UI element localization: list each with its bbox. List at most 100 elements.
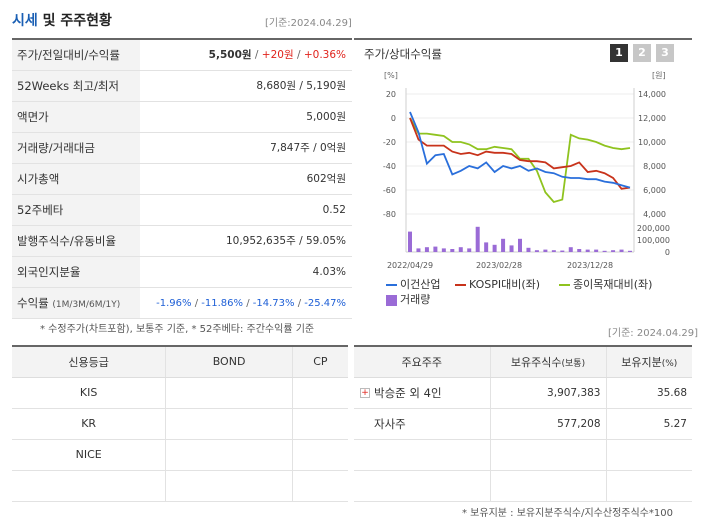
price-line	[409, 111, 631, 189]
table-row: KIS	[12, 377, 348, 409]
volume-bar	[585, 249, 590, 252]
bond-cell	[165, 470, 293, 502]
volume-bar	[560, 250, 565, 252]
holder-pct	[606, 470, 692, 502]
kospi-relative-line	[409, 117, 631, 190]
left-tick-label: -40	[383, 162, 396, 171]
industry-relative-line	[409, 117, 631, 204]
table-row	[12, 470, 348, 502]
legend-company: 이건산업	[386, 276, 440, 292]
volume-bar	[534, 250, 539, 252]
volume-bar	[458, 247, 463, 252]
left-tick-label: 20	[386, 90, 396, 99]
summary-footnote: * 수정주가(차트포함), 보통주 기준, * 52주베타: 주간수익률 기준	[40, 324, 315, 335]
volume-bar	[475, 226, 480, 252]
right-tick-label: 14,000	[638, 90, 666, 99]
volume-bar	[619, 249, 624, 252]
volume-bar	[594, 249, 599, 252]
row-value: 8,680원 / 5,190원	[256, 80, 346, 92]
row-value: 0.52	[322, 204, 346, 216]
holder-shares	[490, 439, 607, 471]
bond-cell	[165, 377, 293, 409]
col-header: 보유주식수(보통)	[490, 345, 607, 378]
holder-name[interactable]: + 박승준 외 4인	[354, 377, 491, 409]
col-header: 신용등급	[12, 345, 167, 378]
summary-table: 주가/전일대비/수익률 5,500원 / +20원 / +0.36% 52Wee…	[12, 38, 352, 319]
row-label: 시가총액	[12, 164, 140, 194]
chart-tab-2[interactable]: 2	[633, 44, 651, 62]
legend-volume: 거래량	[386, 291, 430, 307]
title-accent: 시세	[12, 13, 38, 29]
agency-cell: KR	[12, 408, 167, 440]
agency-cell: NICE	[12, 439, 167, 471]
row-label: 52주베타	[12, 195, 140, 225]
row-value: 10,952,635주 / 59.05%	[225, 235, 346, 247]
bond-cell	[165, 408, 293, 440]
credit-table: 신용등급 BOND CP KIS KR NICE	[12, 345, 348, 502]
row-label: 액면가	[12, 102, 140, 132]
volume-bar	[492, 244, 497, 252]
row-label: 발행주식수/유동비율	[12, 226, 140, 256]
chart-tab-1[interactable]: 1	[610, 44, 628, 62]
change-value: +20원	[261, 49, 294, 61]
table-row: 발행주식수/유동비율 10,952,635주 / 59.05%	[12, 226, 352, 257]
holder-pct	[606, 439, 692, 471]
right-tick-label: 8,000	[643, 162, 666, 171]
base-date: [기준:2024.04.29]	[265, 18, 352, 29]
table-row: 52Weeks 최고/최저 8,680원 / 5,190원	[12, 71, 352, 102]
expand-icon[interactable]: +	[360, 388, 370, 398]
row-value: 7,847주 / 0억원	[270, 142, 346, 154]
table-row	[354, 439, 692, 471]
x-tick-label: 2023/02/28	[476, 261, 522, 270]
volume-bar	[441, 248, 446, 252]
volume-bar	[467, 248, 472, 252]
volume-bar	[526, 247, 531, 252]
volume-tick-label: 0	[665, 248, 670, 257]
volume-bar	[518, 238, 522, 252]
row-label-sub: (1M/3M/6M/1Y)	[52, 300, 121, 310]
left-tick-label: -60	[383, 186, 396, 195]
volume-bar	[484, 242, 489, 252]
volume-bar	[551, 250, 556, 252]
table-row	[354, 470, 692, 502]
holders-footnote: * 보유지분 : 보유지분주식수/지수산정주식수*100	[462, 508, 673, 519]
row-label: 52Weeks 최고/최저	[12, 71, 140, 101]
chart-title: 주가/상대수익률	[364, 47, 442, 61]
cp-cell	[292, 377, 348, 409]
title-rest: 및 주주현황	[42, 13, 112, 29]
left-unit: [%]	[384, 71, 398, 80]
holder-pct: 5.27	[606, 408, 692, 440]
volume-bar	[450, 249, 455, 252]
right-unit: [원]	[652, 71, 666, 80]
legend-line-icon	[559, 284, 570, 286]
table-row: 자사주 577,208 5.27	[354, 408, 692, 440]
table-row: 52주베타 0.52	[12, 195, 352, 226]
volume-bar	[602, 250, 607, 252]
volume-bar	[408, 231, 412, 252]
volume-bar	[501, 238, 506, 252]
volume-bar	[433, 246, 438, 252]
legend-line-icon	[386, 284, 397, 286]
chart-panel	[354, 38, 692, 314]
table-row: 주가/전일대비/수익률 5,500원 / +20원 / +0.36%	[12, 40, 352, 71]
x-tick-label: 2022/04/29	[387, 261, 433, 270]
change-rate: +0.36%	[303, 49, 346, 61]
holder-name: 자사주	[354, 408, 491, 440]
chart-tab-3[interactable]: 3	[656, 44, 674, 62]
section-title: 시세 및 주주현황	[12, 10, 112, 30]
legend-line-icon	[455, 284, 466, 286]
return-3m: -11.86%	[201, 298, 244, 309]
volume-bar	[543, 249, 548, 252]
return-6m: -14.73%	[252, 298, 295, 309]
cp-cell	[292, 470, 348, 502]
holder-name	[354, 470, 491, 502]
volume-bar	[577, 249, 582, 252]
volume-bar	[628, 250, 632, 252]
left-tick-label: -20	[383, 138, 396, 147]
x-tick-label: 2023/12/28	[567, 261, 613, 270]
legend-industry: 종이목재대비(좌)	[559, 276, 652, 292]
row-value: 602억원	[306, 173, 346, 185]
table-row: + 박승준 외 4인 3,907,383 35.68	[354, 377, 692, 409]
table-row: 액면가 5,000원	[12, 102, 352, 133]
row-label-text: 수익률	[17, 296, 49, 310]
